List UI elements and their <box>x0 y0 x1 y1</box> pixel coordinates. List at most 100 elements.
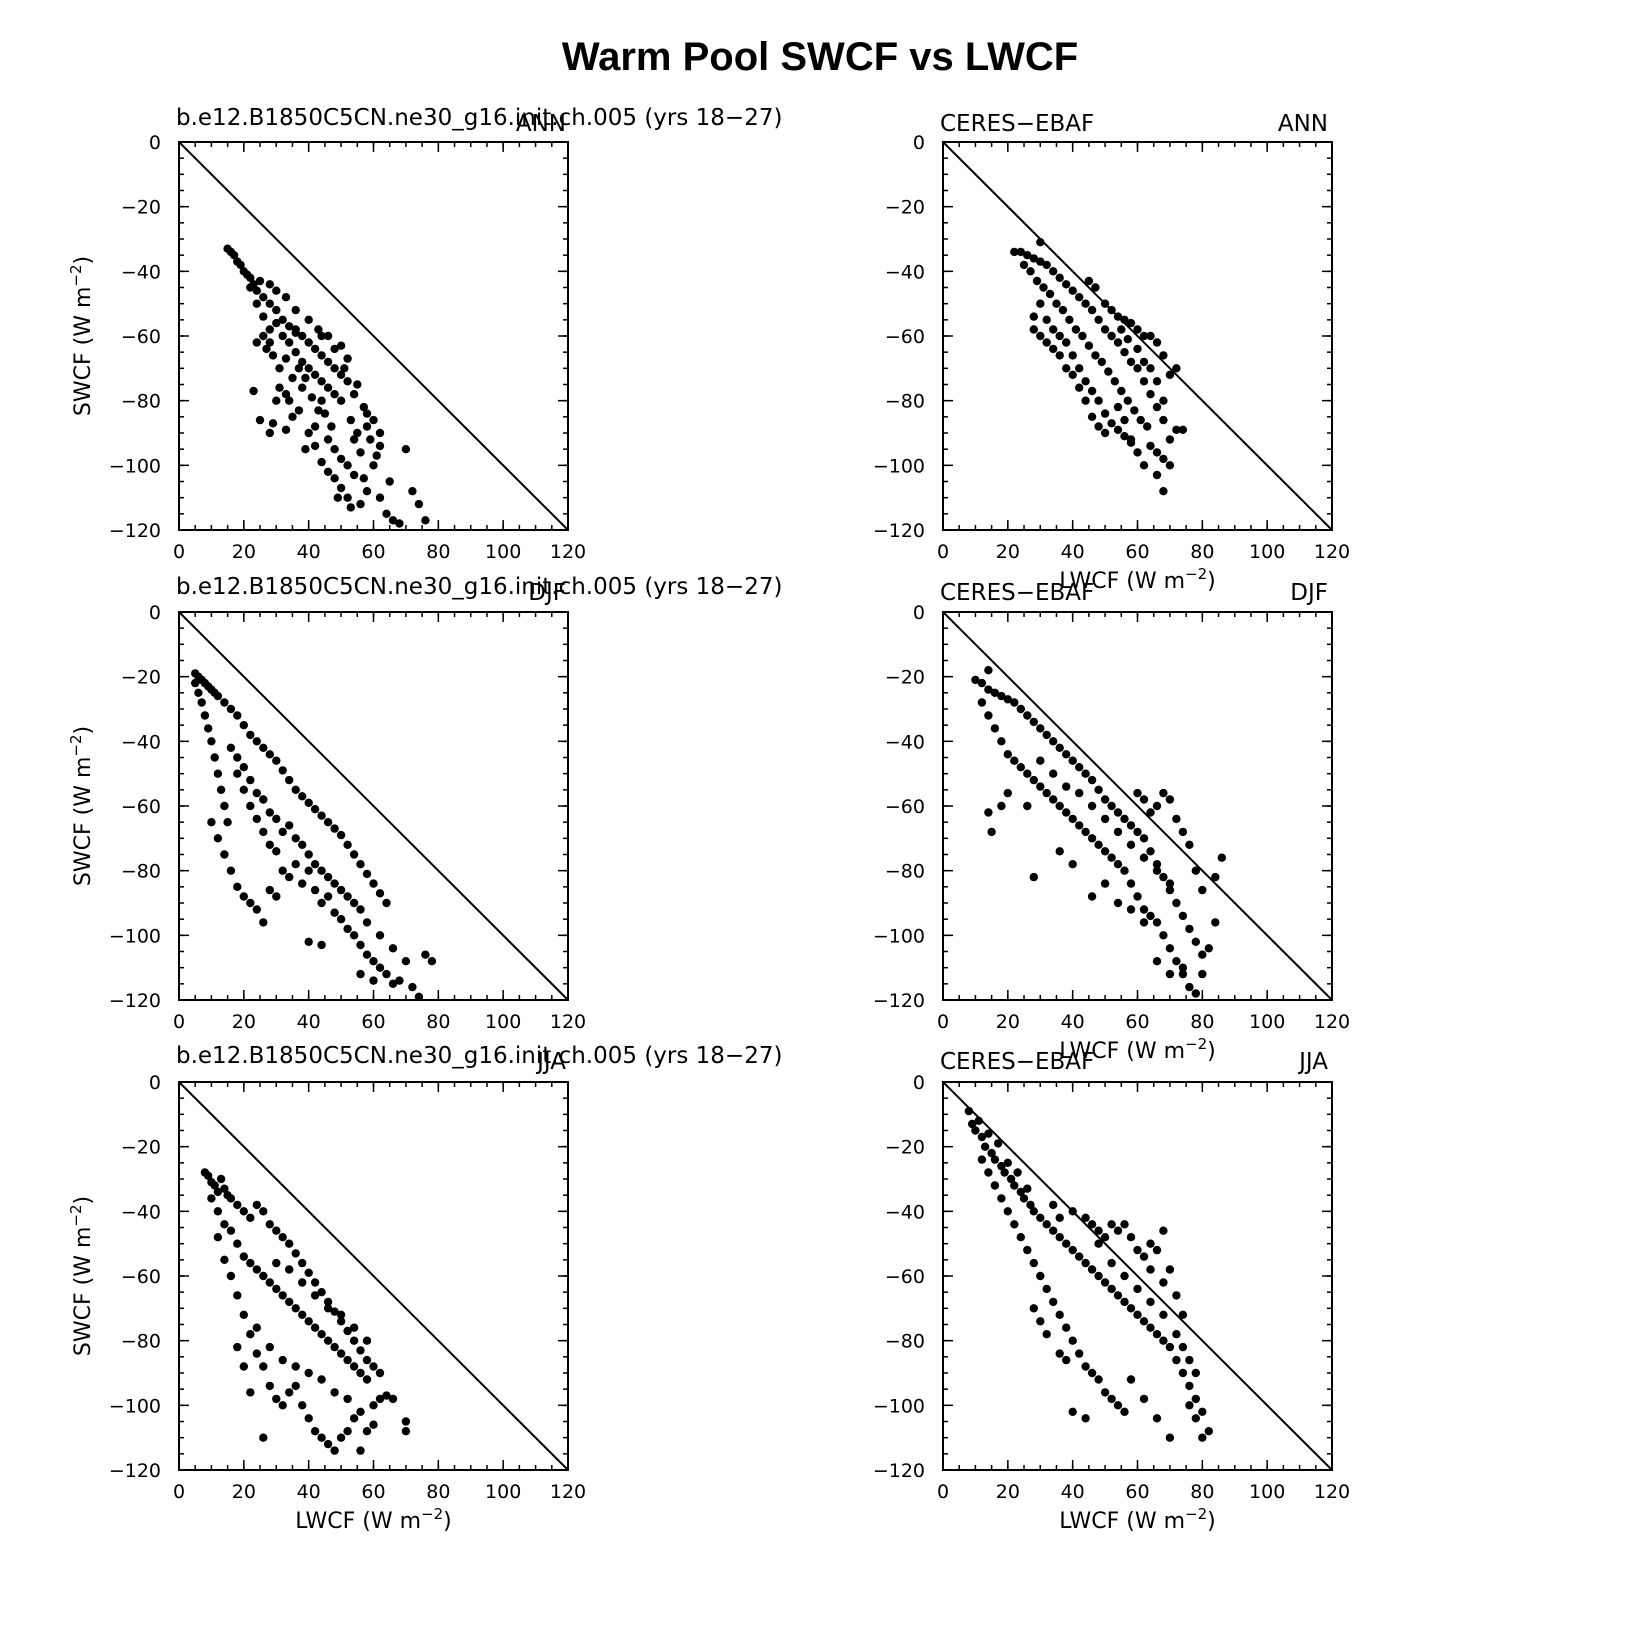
x-tick-label: 80 <box>1190 541 1214 563</box>
data-point <box>382 969 391 979</box>
data-point <box>375 1394 385 1404</box>
data-point <box>362 950 372 959</box>
data-point <box>259 1207 268 1216</box>
data-point <box>285 1239 294 1248</box>
data-point <box>310 370 320 379</box>
data-point <box>385 477 394 486</box>
axis-label-close: ) <box>71 256 96 265</box>
data-point <box>987 1148 996 1158</box>
plot-frame <box>178 1081 569 1471</box>
y-tick-label: −80 <box>121 391 161 413</box>
data-point <box>310 1278 320 1287</box>
data-point <box>226 743 236 752</box>
data-point <box>1152 957 1162 966</box>
data-point <box>298 1258 307 1268</box>
data-point <box>1029 312 1039 321</box>
data-point <box>401 957 411 966</box>
axis-label-exponent: −2 <box>67 734 85 756</box>
data-point <box>272 305 281 315</box>
data-point <box>330 445 339 454</box>
data-point <box>1010 1220 1019 1229</box>
data-point <box>1075 383 1084 392</box>
x-axis-label: LWCF (W m−2) <box>1059 565 1215 594</box>
data-point <box>191 678 200 688</box>
data-point <box>1016 1187 1025 1197</box>
data-point <box>369 415 378 425</box>
data-point <box>1097 357 1107 367</box>
data-point <box>1133 1245 1142 1255</box>
data-point <box>1081 827 1090 837</box>
data-point <box>349 850 359 859</box>
data-point <box>1049 325 1058 334</box>
data-point <box>1120 866 1129 875</box>
x-tick-label: 120 <box>1314 1011 1350 1033</box>
y-tick-label: −20 <box>885 197 925 219</box>
data-point <box>207 1194 216 1203</box>
data-point <box>388 1394 398 1404</box>
data-point <box>317 940 326 950</box>
data-point <box>252 788 261 798</box>
data-point <box>1165 370 1175 379</box>
data-point <box>1185 924 1194 934</box>
data-point <box>1152 338 1162 347</box>
data-point <box>194 688 203 697</box>
data-point <box>1068 1407 1077 1417</box>
data-point <box>1107 853 1116 862</box>
panel-obs-ann: CERES−EBAF ANN 0 20 40 60 80 100 120 0 −20 −40 −60… <box>873 111 1350 594</box>
data-point <box>239 892 248 901</box>
data-point <box>278 1291 287 1300</box>
data-point <box>210 1181 219 1190</box>
data-point <box>213 1207 223 1216</box>
data-point <box>1191 1368 1201 1378</box>
data-point <box>1036 724 1045 733</box>
data-point <box>984 808 993 817</box>
x-tick-label: 40 <box>1061 1011 1085 1033</box>
data-point <box>1036 1271 1045 1281</box>
data-point <box>401 1417 411 1426</box>
data-point <box>291 325 300 334</box>
data-point <box>990 724 1000 733</box>
x-tick-label: 20 <box>996 1011 1020 1033</box>
axis-label-close: ) <box>71 726 96 735</box>
data-point <box>1029 1258 1039 1268</box>
data-point <box>1120 432 1129 441</box>
y-tick-label: −100 <box>873 1395 925 1417</box>
data-point <box>249 386 258 396</box>
data-point <box>1094 1271 1103 1281</box>
data-point <box>1146 390 1155 399</box>
data-point <box>330 1342 339 1352</box>
data-point <box>1211 918 1220 927</box>
data-point <box>265 338 274 347</box>
data-point <box>304 937 313 946</box>
data-point <box>1146 847 1155 856</box>
data-point <box>210 753 219 762</box>
data-point <box>291 834 300 843</box>
data-point <box>977 1155 987 1164</box>
y-tick-label: −40 <box>885 1201 925 1223</box>
data-point <box>1152 801 1162 811</box>
data-point <box>1055 801 1064 811</box>
data-point <box>1172 898 1181 908</box>
data-point <box>246 1388 255 1397</box>
data-point <box>421 516 430 525</box>
x-tick-label: 20 <box>232 1011 256 1033</box>
y-tick-label: −20 <box>121 1137 161 1159</box>
data-point <box>1049 1226 1058 1235</box>
data-point <box>977 678 987 688</box>
data-point <box>1152 1414 1162 1423</box>
data-point <box>226 1194 236 1203</box>
data-point <box>336 915 346 924</box>
axis-label-text: LWCF (W m <box>1059 1509 1185 1534</box>
data-point <box>272 1258 281 1268</box>
y-tick-label: −100 <box>109 925 161 947</box>
data-point <box>207 818 216 827</box>
data-point <box>285 775 294 785</box>
data-point <box>285 1265 294 1274</box>
data-point <box>252 1200 261 1210</box>
data-point <box>1023 251 1032 260</box>
data-point <box>1133 364 1142 373</box>
data-point <box>323 872 333 882</box>
data-point <box>1191 1394 1201 1404</box>
data-point <box>278 1233 287 1242</box>
data-point <box>1120 348 1129 357</box>
